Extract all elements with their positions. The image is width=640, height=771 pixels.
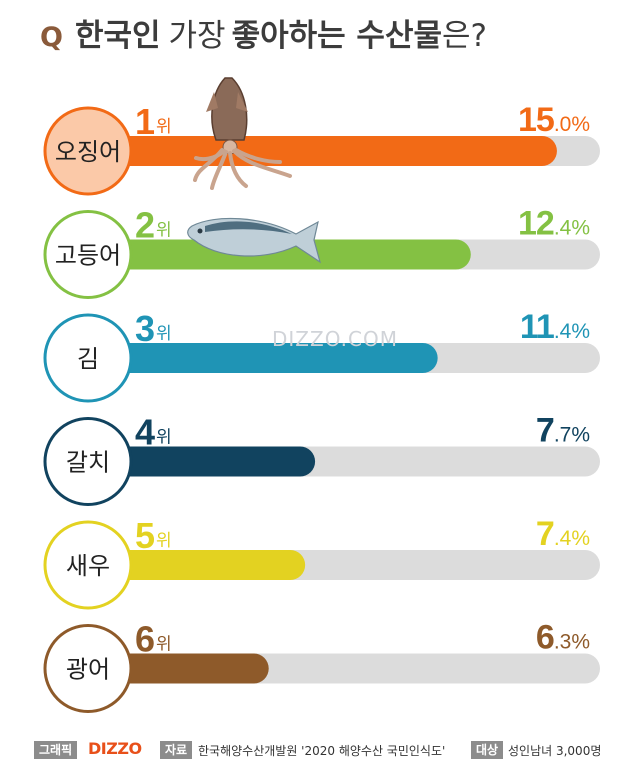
category-label: 갈치 [66, 449, 110, 477]
target-tag: 대상 [471, 741, 504, 759]
category-circle [43, 313, 133, 403]
value-decimal: .4% [554, 217, 590, 240]
rank-suffix: 위 [156, 428, 172, 448]
value-decimal: .3% [554, 631, 590, 654]
rank-row-5: 새우 5 위 7.4% [43, 515, 600, 610]
value-label: 11.4% [520, 308, 590, 346]
rank-suffix: 위 [156, 117, 172, 137]
source-tag: 자료 [160, 741, 193, 759]
value-label: 15.0% [518, 101, 590, 139]
squid-tentacle [228, 151, 248, 188]
watermark: DIZZO.COM [272, 327, 398, 351]
value-integer: 7 [536, 412, 554, 450]
value-label: 6.3% [536, 619, 590, 657]
value-integer: 7 [536, 515, 554, 553]
bar-fill [60, 343, 438, 373]
value-label: 7.4% [536, 515, 590, 553]
mackerel-eye [197, 228, 203, 234]
brand-logo: DIZZO [88, 739, 142, 758]
squid-fins [206, 92, 248, 112]
value-decimal: .4% [554, 527, 590, 550]
title-part-3: 좋아하는 수산물 [231, 18, 442, 54]
rank-suffix: 위 [156, 221, 172, 241]
category-label: 김 [77, 345, 99, 373]
category-circle [43, 210, 133, 299]
page-title: Q 한국인 가장 좋아하는 수산물 은? [40, 10, 487, 54]
squid-tentacle [234, 148, 282, 164]
category-label: 새우 [66, 552, 110, 580]
value-integer: 15 [518, 101, 554, 139]
bar-fill [60, 136, 557, 166]
rank-suffix: 위 [156, 635, 172, 655]
category-circle [43, 417, 133, 506]
rank-suffix: 위 [156, 531, 172, 551]
squid-tentacle [194, 149, 226, 162]
value-integer: 12 [518, 205, 554, 243]
rank-suffix: 위 [156, 324, 172, 344]
value-label: 7.7% [536, 412, 590, 450]
rank-row-1: 오징어 1 위 15.0% [43, 77, 600, 196]
category-label: 오징어 [55, 138, 121, 166]
mackerel-icon [187, 217, 322, 264]
value-decimal: .4% [554, 320, 590, 343]
value-decimal: .7% [554, 424, 590, 447]
rank-row-3: 김 3 위 11.4% [43, 308, 600, 403]
rank-number: 5 [135, 515, 155, 556]
rank-row-6: 광어6 위 6.3% [43, 619, 600, 713]
title-part-1: 한국인 [74, 18, 161, 54]
rank-number: 2 [135, 205, 154, 246]
category-circle [43, 520, 133, 610]
rank-number: 1 [135, 101, 155, 142]
category-label: 광어 [66, 656, 110, 684]
value-integer: 11 [520, 308, 554, 346]
squid-icon [193, 77, 292, 190]
category-label: 고등어 [55, 242, 121, 270]
category-circle [43, 106, 133, 196]
rank-number: 6 [135, 619, 154, 660]
value-decimal: .0% [554, 113, 590, 136]
rank-row-2: 고등어 2 위 12.4% [43, 205, 600, 299]
source-text: 한국해양수산개발원 '2020 해양수산 국민인식도' [198, 744, 446, 758]
q-mark: Q [40, 22, 63, 53]
title-part-4: 은? [442, 18, 487, 54]
rank-row-4: 갈치 4 위 7.7% [43, 412, 600, 506]
category-circle [43, 624, 133, 713]
rank-number: 4 [135, 412, 155, 453]
squid-tentacle [232, 149, 292, 178]
title-part-2: 가장 [168, 18, 226, 54]
footer: 그래픽 DIZZO 자료 한국해양수산개발원 '2020 해양수산 국민인식도'… [0, 738, 640, 762]
target-text: 성인남녀 3,000명 [508, 744, 602, 758]
squid-tentacle [210, 150, 228, 190]
value-integer: 6 [536, 619, 554, 657]
graphic-tag: 그래픽 [34, 741, 78, 759]
mackerel-back [205, 221, 292, 234]
value-label: 12.4% [518, 205, 590, 243]
rank-number: 3 [135, 308, 154, 349]
